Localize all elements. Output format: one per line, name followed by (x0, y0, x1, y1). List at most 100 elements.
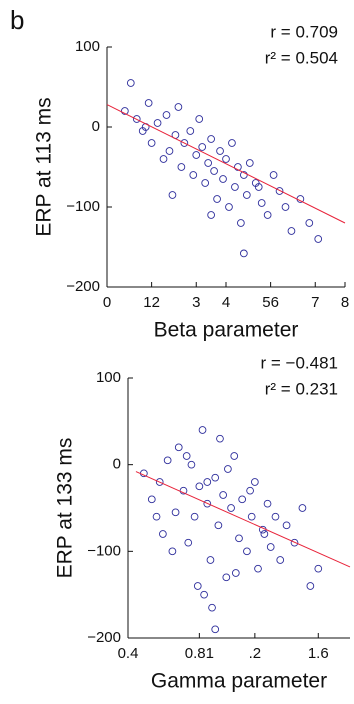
data-point (314, 564, 323, 573)
data-point (314, 235, 323, 243)
data-point (171, 508, 180, 517)
data-point (120, 107, 129, 115)
data-point (222, 573, 231, 582)
data-point (204, 159, 213, 167)
y-tick-label: 0 (92, 118, 100, 135)
x-tick-label: 8 (341, 294, 349, 311)
data-point (186, 127, 195, 135)
data-point (222, 155, 230, 163)
data-point (260, 530, 269, 538)
y-tick-label: 100 (75, 38, 100, 55)
y-axis-label: ERP at 113 ms (33, 97, 56, 236)
data-point (298, 504, 307, 512)
data-point (305, 219, 314, 227)
data-point (247, 512, 256, 521)
data-point (190, 512, 199, 521)
data-point (227, 504, 235, 512)
data-point (276, 556, 285, 564)
data-point (246, 486, 254, 495)
data-point (251, 478, 259, 486)
y-tick-label: −200 (87, 629, 121, 646)
data-point (235, 534, 243, 543)
data-point (234, 163, 242, 171)
data-point (269, 171, 278, 179)
data-point (153, 119, 162, 127)
data-point (263, 499, 272, 508)
data-point (177, 163, 186, 171)
x-tick-label: 4 (222, 294, 230, 311)
data-point (216, 147, 224, 155)
x-tick-label: 3 (192, 294, 200, 311)
data-point (179, 486, 188, 495)
data-point (263, 211, 272, 219)
data-point (213, 195, 221, 203)
data-point (257, 199, 266, 207)
y-tick-label: 100 (96, 369, 121, 386)
data-point (282, 521, 291, 530)
data-point (231, 183, 239, 191)
annotation: r² = 0.231 (265, 379, 338, 398)
data-point (306, 582, 315, 590)
fit-line (135, 471, 351, 568)
data-point (219, 491, 227, 499)
y-tick-label: −100 (87, 542, 121, 559)
data-point (210, 167, 218, 175)
data-point (200, 590, 208, 599)
annotation: r² = 0.504 (265, 48, 338, 67)
data-point (228, 139, 236, 147)
x-tick-label: 0.81 (185, 645, 214, 662)
data-point (195, 115, 204, 123)
data-point (165, 147, 174, 155)
x-tick-label: 7 (311, 294, 319, 311)
annotation: r = 0.709 (270, 22, 338, 41)
data-point (271, 512, 280, 521)
data-point (198, 143, 207, 151)
data-point (159, 155, 168, 163)
x-axis-label: Beta parameter (154, 319, 299, 342)
data-point (147, 495, 156, 504)
data-point (147, 139, 156, 147)
data-point (201, 179, 210, 187)
data-point (193, 582, 202, 590)
x-tick-label: 12 (143, 294, 160, 311)
data-point (207, 135, 215, 143)
data-point (230, 452, 239, 460)
data-point (187, 460, 196, 469)
data-point (192, 151, 201, 159)
data-point (266, 543, 275, 551)
x-tick-label: 0.4 (118, 645, 139, 662)
data-point (159, 530, 167, 538)
data-point (243, 547, 251, 556)
data-point (207, 211, 215, 219)
x-tick-label: .2 (249, 645, 262, 662)
data-point (231, 569, 240, 577)
data-point (174, 103, 183, 111)
data-point (214, 521, 223, 530)
data-point (152, 512, 161, 521)
data-point (240, 171, 248, 179)
data-point (238, 495, 247, 504)
data-point (296, 195, 305, 203)
x-tick-label: 1.6 (308, 645, 329, 662)
x-axis-label: Gamma parameter (151, 670, 327, 693)
data-point (254, 564, 262, 573)
y-tick-label: 0 (113, 456, 121, 473)
data-point (224, 465, 232, 473)
data-point (198, 426, 207, 434)
panel-label: b (10, 5, 24, 35)
data-point (208, 603, 216, 612)
data-point (219, 175, 227, 183)
data-point (242, 191, 251, 199)
data-point (206, 556, 215, 564)
data-point (237, 219, 245, 227)
annotation: r = −0.481 (260, 353, 338, 372)
data-point (203, 499, 212, 508)
data-point (184, 538, 193, 547)
y-axis-label: ERP at 133 ms (54, 438, 77, 579)
x-tick-label: 56 (262, 294, 279, 311)
data-point (180, 139, 189, 147)
data-point (211, 625, 220, 634)
data-point (195, 482, 204, 491)
data-point (189, 171, 198, 179)
